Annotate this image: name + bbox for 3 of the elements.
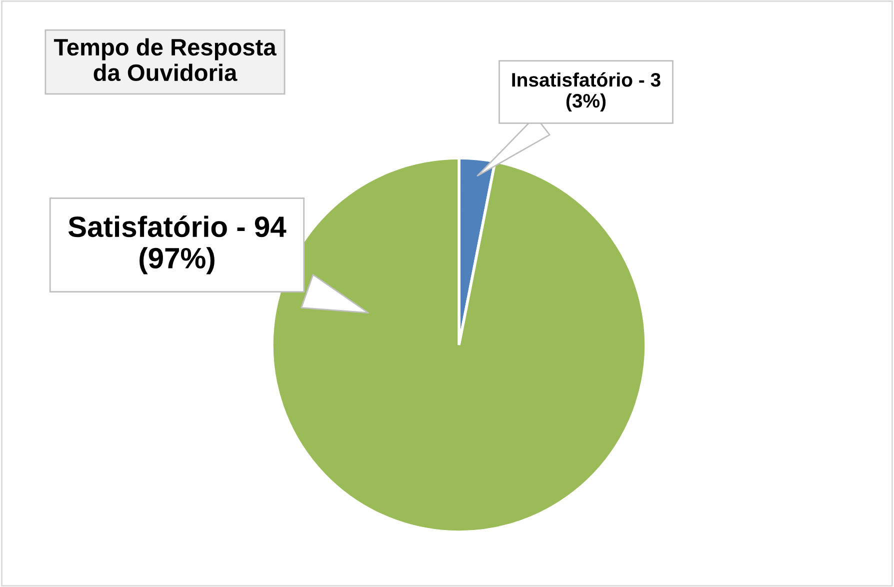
slice-label: Insatisfatório - 3 (3%) [512,72,660,112]
slice-label: Satisfatório - 94 (97%) [68,215,286,274]
chart-title: Tempo de Resposta da Ouvidoria [54,38,276,82]
